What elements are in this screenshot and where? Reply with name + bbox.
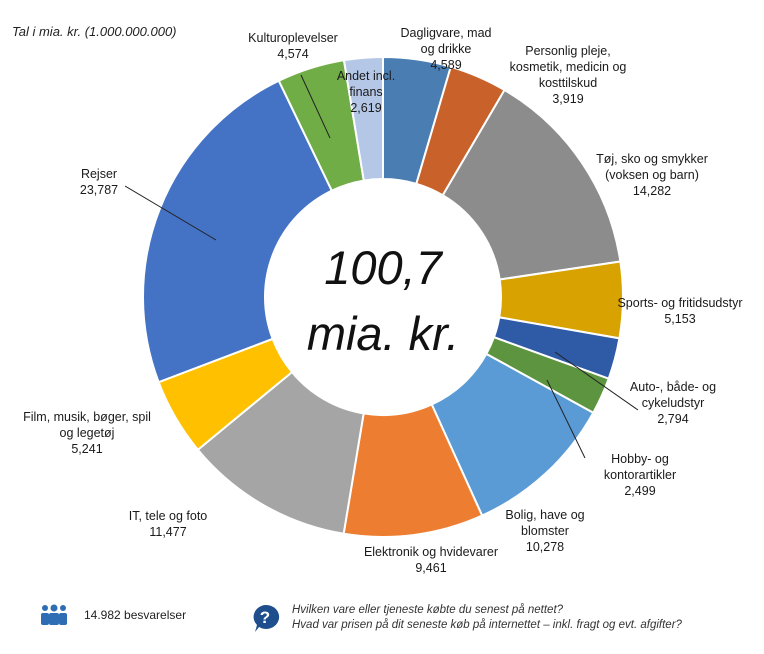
slice-andet-incl-finans bbox=[342, 55, 384, 182]
slice-label-it-tele-og-foto: IT, tele og foto 11,477 bbox=[129, 509, 208, 539]
slice-label-hobby-og-kontorartikler: Hobby- og kontorartikler 2,499 bbox=[604, 452, 676, 498]
survey-question-2: Hvad var prisen på dit seneste køb på in… bbox=[292, 619, 682, 631]
slice-label-personlig-pleje-kosmetik-medicin-og-kosttilskud: Personlig pleje, kosmetik, medicin og kost… bbox=[510, 44, 627, 106]
slice-label-rejser: Rejser 23,787 bbox=[80, 167, 118, 197]
slice-label-dagligvare-mad-og-drikke: Dagligvare, mad og drikke 4,589 bbox=[400, 26, 491, 72]
slice-rejser bbox=[142, 79, 334, 384]
leader-line-hobby-og-kontorartikler bbox=[546, 379, 586, 459]
slice-label-andet-incl-finans: Andet incl. finans 2,619 bbox=[337, 69, 395, 115]
chart-subtitle: Tal i mia. kr. (1.000.000.000) bbox=[12, 24, 177, 39]
slice-labels: Dagligvare, mad og drikke 4,589 Personlig p… bbox=[23, 26, 742, 575]
survey-questions: ? Hvilken vare eller tjeneste købte du s… bbox=[250, 603, 682, 633]
center-total-value: 100,7 bbox=[324, 241, 443, 294]
center-total-unit: mia. kr. bbox=[307, 307, 459, 360]
survey-question-1: Hvilken vare eller tjeneste købte du sen… bbox=[292, 604, 564, 616]
leader-lines bbox=[124, 74, 639, 459]
leader-line-rejser bbox=[124, 185, 217, 241]
donut-slices bbox=[142, 55, 624, 538]
slice-label-toj-sko-og-smykker-voksen-og-barn: Tøj, sko og smykker (voksen og barn) 14,28… bbox=[596, 152, 708, 198]
slice-label-bolig-have-og-blomster: Bolig, have og blomster 10,278 bbox=[505, 508, 584, 554]
question-bubble-icon: ? bbox=[253, 604, 280, 632]
slice-label-elektronik-og-hvidevarer: Elektronik og hvidevarer 9,461 bbox=[364, 545, 498, 575]
slice-label-kulturoplevelser: Kulturoplevelser 4,574 bbox=[248, 31, 338, 61]
slice-label-auto-bade-og-cykeludstyr: Auto-, både- og cykeludstyr 2,794 bbox=[630, 380, 716, 426]
leader-line-auto-bade-og-cykeludstyr bbox=[554, 351, 639, 411]
svg-text:?: ? bbox=[260, 608, 270, 627]
slice-label-film-musik-boger-spil-og-legetoj: Film, musik, bøger, spil og legetøj 5,241 bbox=[23, 410, 151, 456]
slice-toj-sko-og-smykker-voksen-og-barn bbox=[441, 88, 622, 281]
respondents-block: 14.982 besvarelser bbox=[40, 604, 186, 626]
respondents-count: 14.982 besvarelser bbox=[84, 608, 187, 622]
slice-label-sports-og-fritidsudstyr: Sports- og fritidsudstyr 5,153 bbox=[617, 296, 742, 326]
leader-line-kulturoplevelser bbox=[300, 74, 331, 139]
people-icon bbox=[41, 604, 67, 625]
